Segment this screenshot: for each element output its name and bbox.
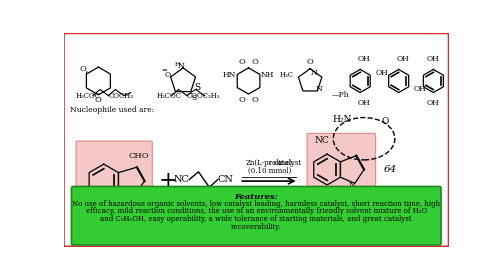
Text: Malononitrile: Malononitrile	[179, 194, 231, 202]
Text: O: O	[239, 96, 246, 104]
Text: OH: OH	[396, 55, 409, 63]
Text: NH: NH	[261, 71, 274, 79]
Text: 9 Examples: 9 Examples	[326, 202, 371, 211]
Text: CHO: CHO	[128, 152, 149, 160]
Text: O: O	[164, 71, 171, 79]
Text: OH: OH	[427, 99, 440, 107]
Text: OH: OH	[414, 85, 426, 93]
Text: S: S	[194, 83, 200, 92]
Text: ₂ catalyst: ₂ catalyst	[238, 159, 302, 167]
Text: 64: 64	[384, 165, 396, 174]
Text: OH: OH	[358, 55, 370, 63]
Text: N: N	[348, 181, 355, 189]
Text: N: N	[316, 85, 323, 93]
Text: OH: OH	[376, 69, 388, 77]
Text: O: O	[306, 58, 314, 66]
Text: OH: OH	[358, 99, 370, 107]
Text: O: O	[252, 58, 258, 66]
Text: efficacy, mild reaction conditions, the use of an environmentally friendly solve: efficacy, mild reaction conditions, the …	[86, 207, 427, 215]
Text: Nucleophile used are:: Nucleophile used are:	[70, 106, 154, 114]
Text: COCH₃: COCH₃	[108, 92, 134, 100]
Text: OH: OH	[427, 55, 440, 63]
Text: (0.10 mmol): (0.10 mmol)	[248, 167, 291, 175]
Text: H: H	[174, 61, 180, 66]
Text: and C₂H₅OH, easy operability, a wide tolerance of starting materials, and great : and C₂H₅OH, easy operability, a wide tol…	[100, 215, 412, 223]
Text: =: =	[162, 67, 168, 73]
Text: CN: CN	[218, 175, 234, 184]
Text: Indole-3-carbaldehyde: Indole-3-carbaldehyde	[72, 222, 158, 230]
Text: —Ph: —Ph	[332, 91, 349, 99]
Text: No use of hazardous organic solvents, low catalyst loading, harmless catalyst, s: No use of hazardous organic solvents, lo…	[72, 199, 440, 207]
Text: O: O	[252, 96, 258, 104]
Text: Nucleophile: Nucleophile	[248, 192, 290, 200]
Text: O: O	[80, 65, 86, 73]
Text: +: +	[158, 170, 177, 192]
FancyBboxPatch shape	[76, 141, 152, 217]
Text: 900W, 5 min: 900W, 5 min	[247, 184, 292, 192]
Text: recoverability.: recoverability.	[231, 223, 281, 231]
Text: O: O	[382, 117, 390, 126]
Text: NC: NC	[314, 136, 330, 145]
Text: O: O	[239, 58, 246, 66]
Text: Zn(L-proline): Zn(L-proline)	[246, 159, 293, 167]
FancyBboxPatch shape	[307, 133, 376, 198]
Text: Yield = 75-80%: Yield = 75-80%	[319, 210, 378, 218]
FancyBboxPatch shape	[64, 33, 449, 247]
Text: N: N	[125, 194, 132, 202]
Text: H₃C: H₃C	[279, 71, 293, 79]
Text: H₃COC: H₃COC	[76, 92, 100, 100]
Text: HN: HN	[222, 71, 236, 79]
Text: N: N	[310, 69, 318, 77]
Text: H: H	[355, 188, 360, 193]
Text: O: O	[95, 96, 102, 104]
Text: H₂N: H₂N	[333, 115, 352, 124]
Text: NC: NC	[174, 175, 190, 184]
Text: COOC₂H₅: COOC₂H₅	[187, 92, 220, 100]
Text: S: S	[192, 94, 196, 102]
Text: H: H	[132, 199, 138, 204]
Text: N: N	[178, 61, 184, 70]
FancyBboxPatch shape	[72, 186, 441, 245]
Text: H₃COC: H₃COC	[156, 92, 181, 100]
Text: Features:: Features:	[234, 193, 278, 201]
